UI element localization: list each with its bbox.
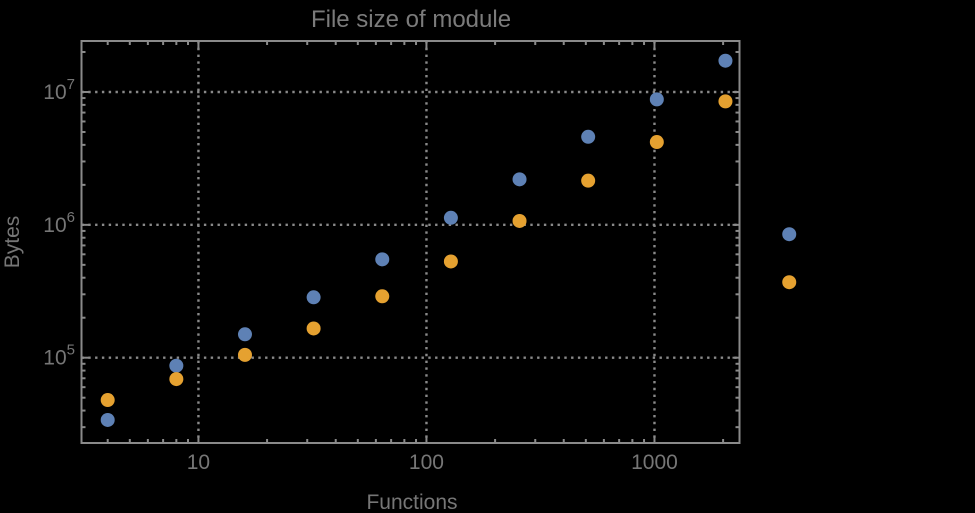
data-point-series-2-orange [100, 393, 115, 408]
data-point-series-1-blue [718, 53, 733, 68]
data-point-series-2-orange [306, 321, 321, 336]
x-tick-label: 100 [409, 451, 444, 474]
data-point-series-1-blue [649, 92, 664, 107]
data-point-series-2-orange [237, 347, 252, 362]
x-tick-label: 1000 [631, 451, 678, 474]
data-point-series-2-orange [375, 289, 390, 304]
data-point-series-1-blue [443, 210, 458, 225]
data-point-series-1-blue [375, 252, 390, 267]
x-tick-label: 10 [187, 451, 210, 474]
data-point-series-2-orange [649, 135, 664, 150]
y-tick-label: 106 [43, 209, 75, 237]
frame-rect [80, 40, 741, 444]
y-tick-label: 107 [43, 76, 75, 104]
data-point-series-2-orange [581, 173, 596, 188]
gridlines [81, 41, 740, 443]
data-point-series-1-blue [782, 227, 797, 242]
data-point-series-2-orange [169, 372, 184, 387]
data-point-series-1-blue [581, 129, 596, 144]
data-point-series-1-blue [100, 412, 115, 427]
data-point-series-2-orange [512, 213, 527, 228]
plot-frame [80, 40, 741, 444]
axis-ticks [81, 41, 740, 443]
y-tick-label: 105 [43, 342, 75, 370]
x-axis-label: Functions [366, 491, 457, 513]
data-point-series-2-orange [718, 94, 733, 109]
chart-title: File size of module [311, 6, 511, 33]
data-point-series-1-blue [306, 290, 321, 305]
data-point-series-1-blue [169, 358, 184, 373]
data-point-series-1-blue [237, 327, 252, 342]
data-point-series-1-blue [512, 172, 527, 187]
data-point-series-2-orange [782, 275, 797, 290]
data-point-series-2-orange [443, 254, 458, 269]
y-axis-label: Bytes [1, 216, 24, 269]
data-points [100, 53, 797, 427]
tick-labels: 10 100 1000 105 106 107 [43, 76, 678, 474]
